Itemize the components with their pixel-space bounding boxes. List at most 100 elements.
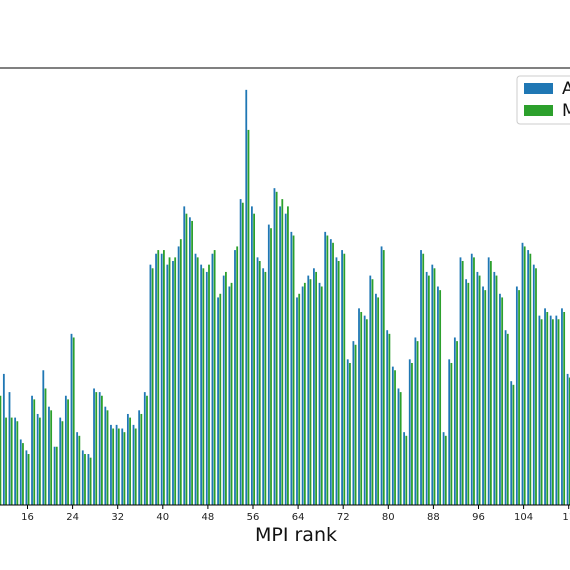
bar-m-rank-68 [320, 286, 323, 505]
bar-m-rank-30 [106, 410, 109, 505]
bar-a-rank-26 [81, 450, 84, 506]
bar-a-rank-109 [549, 315, 552, 505]
bar-m-rank-52 [230, 282, 233, 505]
bar-a-rank-17 [31, 395, 33, 505]
x-axis-label: MPI rank [255, 524, 337, 546]
bar-a-rank-30 [104, 406, 107, 506]
bar-m-rank-93 [461, 261, 464, 505]
x-tick-label: 104 [514, 512, 533, 523]
bar-m-rank-36 [140, 413, 143, 505]
bar-m-rank-105 [529, 253, 532, 505]
bar-a-rank-25 [76, 432, 79, 505]
bar-a-rank-61 [279, 206, 281, 505]
x-tick-label: 80 [382, 512, 395, 523]
bar-m-rank-109 [551, 319, 554, 505]
bar-m-rank-34 [129, 417, 131, 505]
bar-a-rank-21 [53, 446, 56, 505]
bar-a-rank-52 [228, 286, 231, 505]
bar-a-rank-58 [262, 268, 265, 505]
bar-m-rank-82 [399, 392, 402, 505]
bar-m-rank-64 [298, 293, 301, 505]
bar-m-rank-74 [354, 344, 357, 505]
bar-a-rank-92 [453, 337, 456, 505]
bar-a-rank-91 [448, 359, 451, 505]
legend-label-m: M [562, 101, 570, 121]
bar-m-rank-83 [405, 435, 408, 505]
bar-a-rank-112 [566, 373, 569, 505]
bar-a-rank-108 [544, 308, 546, 505]
bar-a-rank-87 [425, 271, 428, 505]
bar-m-rank-43 [179, 239, 182, 505]
bar-m-rank-90 [444, 435, 447, 505]
bar-a-rank-62 [284, 213, 287, 506]
bar-m-rank-111 [563, 311, 566, 505]
bar-a-rank-90 [442, 432, 445, 505]
bar-m-rank-108 [546, 311, 549, 505]
bar-m-rank-112 [568, 377, 570, 505]
bar-m-rank-77 [371, 279, 374, 505]
bar-a-rank-56 [251, 206, 253, 505]
bar-m-rank-91 [450, 362, 453, 506]
bar-a-rank-42 [172, 261, 174, 505]
bar-a-rank-84 [408, 359, 411, 505]
legend-label-a: A [562, 79, 570, 99]
bar-m-rank-84 [411, 362, 413, 506]
bar-m-rank-55 [247, 129, 250, 505]
bar-m-rank-104 [523, 246, 526, 505]
bar-a-rank-57 [256, 257, 259, 505]
bar-a-rank-80 [386, 330, 389, 505]
bar-m-rank-81 [394, 370, 396, 505]
x-ticks-group: 16 24 32 40 48 56 64 72 80 88 96 104 11 [21, 505, 570, 523]
bar-a-rank-16 [25, 450, 28, 506]
bar-a-rank-13 [8, 392, 11, 505]
bar-a-rank-19 [42, 370, 45, 505]
bar-m-rank-15 [22, 443, 24, 505]
bar-a-rank-40 [160, 253, 163, 505]
bar-m-rank-89 [439, 290, 442, 505]
bar-a-rank-18 [36, 413, 39, 505]
bar-a-rank-22 [59, 417, 62, 505]
x-tick-label: 72 [337, 512, 350, 523]
bar-m-rank-101 [506, 333, 509, 505]
x-tick-label: 32 [111, 512, 124, 523]
bar-m-rank-35 [134, 428, 137, 505]
x-tick-label: 96 [472, 512, 485, 523]
bar-m-rank-110 [557, 319, 560, 505]
bar-a-rank-88 [431, 264, 434, 505]
bar-a-rank-111 [561, 308, 563, 505]
bar-m-rank-47 [202, 268, 205, 505]
bar-a-rank-47 [200, 264, 203, 505]
bar-m-rank-49 [213, 250, 216, 505]
bar-a-rank-31 [110, 424, 112, 505]
bar-a-rank-104 [521, 242, 524, 506]
bar-a-rank-105 [527, 250, 530, 505]
bar-a-rank-98 [487, 257, 490, 505]
bar-a-rank-34 [126, 413, 129, 505]
bar-a-rank-107 [538, 315, 541, 505]
bar-a-rank-86 [420, 250, 422, 505]
bar-a-rank-103 [515, 286, 518, 505]
bar-a-rank-20 [48, 406, 50, 506]
legend-swatch-m [524, 105, 553, 116]
bar-m-rank-24 [72, 337, 75, 505]
bar-a-rank-83 [403, 432, 406, 505]
bar-m-rank-50 [219, 293, 222, 505]
bar-m-rank-80 [388, 333, 391, 505]
bar-m-rank-38 [151, 268, 154, 505]
bar-a-rank-39 [155, 253, 157, 505]
bar-m-rank-100 [501, 297, 504, 505]
bar-m-rank-103 [518, 290, 520, 505]
bar-a-rank-64 [296, 297, 298, 505]
bar-m-rank-87 [427, 275, 430, 505]
bar-m-rank-66 [309, 279, 312, 505]
bar-m-rank-21 [55, 446, 58, 505]
bar-m-rank-71 [337, 261, 340, 505]
bar-a-rank-55 [245, 89, 248, 505]
bar-m-rank-88 [433, 268, 436, 505]
bar-m-rank-79 [382, 250, 385, 505]
bar-m-rank-45 [191, 220, 193, 505]
bar-a-rank-46 [194, 253, 197, 505]
bar-a-rank-63 [290, 231, 293, 506]
bar-a-rank-24 [70, 333, 73, 505]
bar-m-rank-85 [416, 341, 419, 506]
